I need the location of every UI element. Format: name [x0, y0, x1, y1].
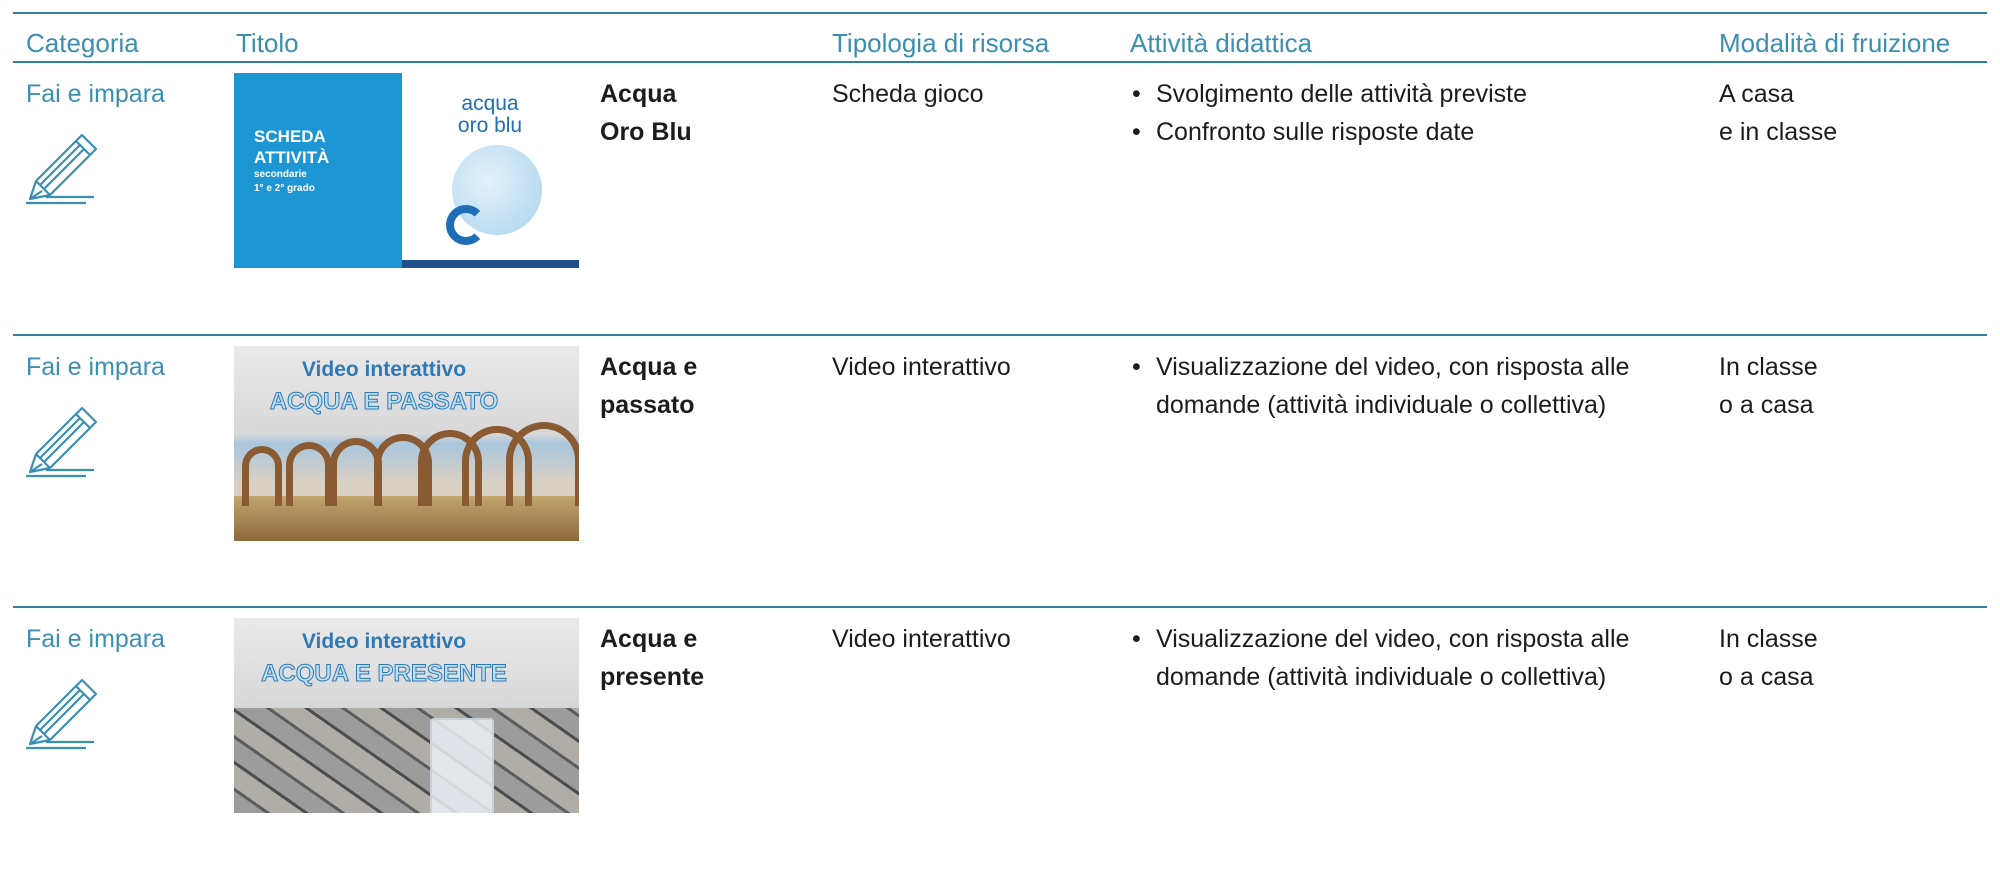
thumb-arch	[418, 430, 482, 506]
thumb-arch	[462, 426, 532, 506]
mode: In classe o a casa	[1719, 348, 1818, 424]
pencil-icon	[26, 133, 98, 205]
activity: Confronto sulle risposte date	[1130, 113, 1690, 151]
thumb-text: ACQUA E PASSATO	[269, 388, 499, 416]
thumb-text: Video interattivo	[301, 630, 467, 653]
column-header: Categoria	[26, 28, 139, 58]
title-line: presente	[600, 663, 705, 691]
thumb-wave	[446, 205, 486, 245]
title-line: Oro Blu	[600, 118, 692, 146]
thumbnail: SCHEDA ATTIVITÀ secondarie 1° e 2° grado acq…	[234, 73, 579, 268]
column-header: Tipologia di risorsa	[832, 28, 1050, 58]
activities: Visualizzazione del video, con risposta …	[1130, 348, 1690, 424]
thumb-arch	[374, 434, 432, 506]
mode-line: o a casa	[1719, 663, 1814, 691]
pencil-icon	[26, 678, 98, 750]
mode: A casa e in classe	[1719, 75, 1837, 151]
top-rule	[13, 12, 1987, 14]
pencil-icon	[26, 406, 98, 478]
category: Fai e impara	[26, 353, 165, 381]
thumbnail: Video interattivo ACQUA E PASSATO	[234, 346, 579, 541]
activity: Visualizzazione del video, con risposta …	[1130, 620, 1690, 696]
thumb-ground	[234, 708, 579, 813]
thumb-text: Video interattivo	[301, 358, 467, 381]
thumb-arch	[506, 422, 579, 506]
activities: Svolgimento delle attività previsteConfr…	[1130, 75, 1690, 151]
mode-line: o a casa	[1719, 391, 1814, 419]
mode-line: e in classe	[1719, 118, 1838, 146]
mode-line: In classe	[1719, 625, 1818, 653]
title-line: Acqua e	[600, 353, 698, 381]
resource-type: Video interattivo	[832, 353, 1011, 381]
resource-type: Video interattivo	[832, 625, 1011, 653]
thumb-strip	[402, 260, 579, 268]
activities: Visualizzazione del video, con risposta …	[1130, 620, 1690, 696]
thumb-blue	[234, 73, 402, 268]
thumb-text: SCHEDA	[254, 127, 326, 146]
thumb-text: 1° e 2° grado	[254, 183, 315, 194]
thumb-text: secondarie	[254, 169, 307, 180]
column-header: Modalità di fruizione	[1719, 28, 1951, 58]
mode: In classe o a casa	[1719, 620, 1818, 696]
resource-type: Scheda gioco	[832, 80, 984, 108]
thumb-badge: acqua	[461, 92, 519, 115]
thumb-text: ACQUA E PRESENTE	[261, 660, 508, 688]
thumb-text: ATTIVITÀ	[254, 148, 330, 167]
row-rule	[13, 606, 1987, 608]
category: Fai e impara	[26, 625, 165, 653]
title-line: Acqua	[600, 80, 677, 108]
activity: Svolgimento delle attività previste	[1130, 75, 1690, 113]
mode-line: In classe	[1719, 353, 1818, 381]
column-header: Titolo	[236, 28, 299, 58]
thumb-glass	[430, 718, 494, 813]
title: Acqua Oro Blu	[600, 75, 692, 151]
thumb-arch	[242, 446, 282, 506]
header-rule	[13, 61, 1987, 63]
thumbnail: Video interattivo ACQUA E PRESENTE	[234, 618, 579, 813]
title: Acqua e presente	[600, 620, 704, 696]
column-header: Attività didattica	[1130, 28, 1313, 58]
title: Acqua e passato	[600, 348, 697, 424]
activity: Visualizzazione del video, con risposta …	[1130, 348, 1690, 424]
thumb-badge: oro blu	[457, 114, 523, 137]
thumb-arch	[286, 442, 332, 506]
row-rule	[13, 334, 1987, 336]
category: Fai e impara	[26, 80, 165, 108]
mode-line: A casa	[1719, 80, 1795, 108]
title-line: Acqua e	[600, 625, 698, 653]
title-line: passato	[600, 391, 695, 419]
